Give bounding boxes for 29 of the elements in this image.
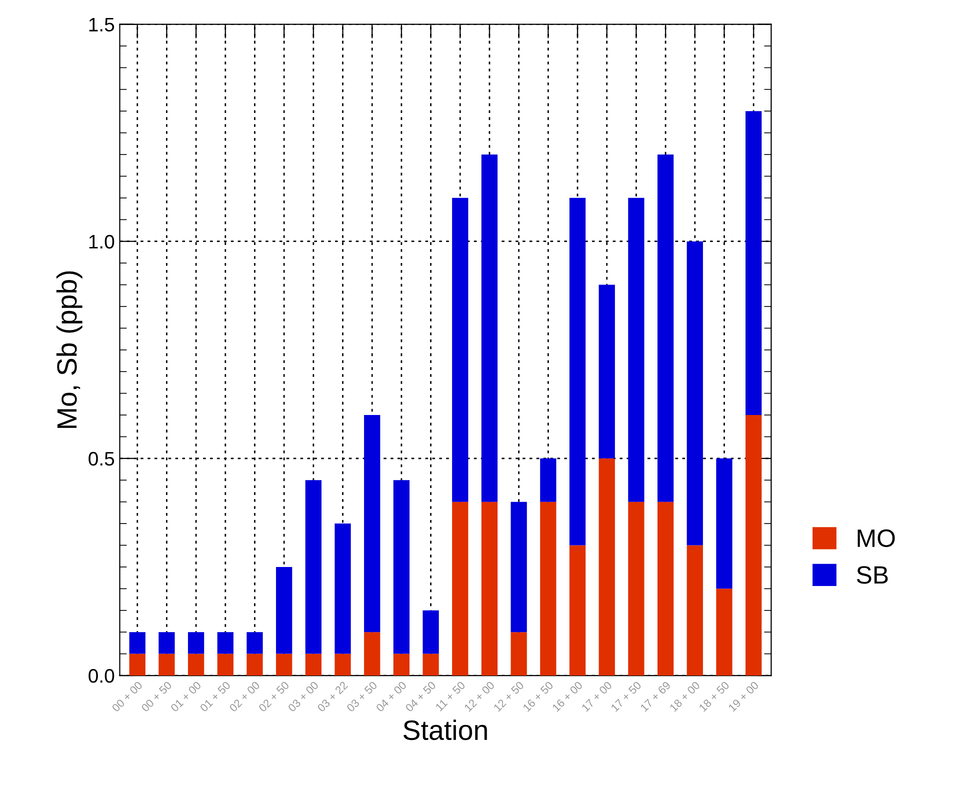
y-axis-title: Mo, Sb (ppb) (56, 271, 82, 428)
x-tick-label: 00 + 50 (140, 680, 172, 712)
x-axis-title: Station (403, 720, 487, 740)
x-tick-label: 17 + 00 (581, 680, 612, 712)
legend-label: SB (856, 566, 888, 584)
x-tick-label: 01 + 50 (199, 680, 231, 712)
x-tick-label: 03 + 00 (288, 680, 319, 712)
x-tick-label: 16 + 00 (552, 680, 583, 712)
y-tick-label: 0.0 (88, 668, 114, 683)
x-tick-label: 04 + 50 (404, 680, 436, 712)
x-tick-label: 16 + 50 (522, 680, 554, 712)
y-tick-label: 1.0 (89, 234, 114, 249)
x-tick-label: 17 + 69 (640, 680, 671, 712)
x-tick-label: 18 + 50 (698, 680, 730, 712)
x-tick-label: 17 + 50 (610, 680, 642, 712)
x-tick-label: 02 + 00 (228, 680, 260, 712)
y-tick-label: 0.5 (88, 452, 114, 466)
x-tick-label: 03 + 50 (346, 680, 378, 712)
x-tick-label: 12 + 00 (464, 680, 495, 712)
x-tick-label: 03 + 22 (316, 680, 348, 712)
y-tick-label: 1.5 (89, 18, 114, 32)
x-tick-label: 19 + 00 (728, 680, 760, 712)
x-tick-label: 12 + 50 (493, 680, 524, 712)
x-tick-label: 01 + 00 (170, 680, 202, 712)
legend-label: MO (858, 529, 895, 548)
x-tick-label: 11 + 50 (435, 680, 466, 712)
x-tick-label: 18 + 00 (669, 680, 700, 712)
x-tick-label: 04 + 00 (376, 680, 407, 712)
x-tick-label: 02 + 50 (258, 680, 290, 712)
